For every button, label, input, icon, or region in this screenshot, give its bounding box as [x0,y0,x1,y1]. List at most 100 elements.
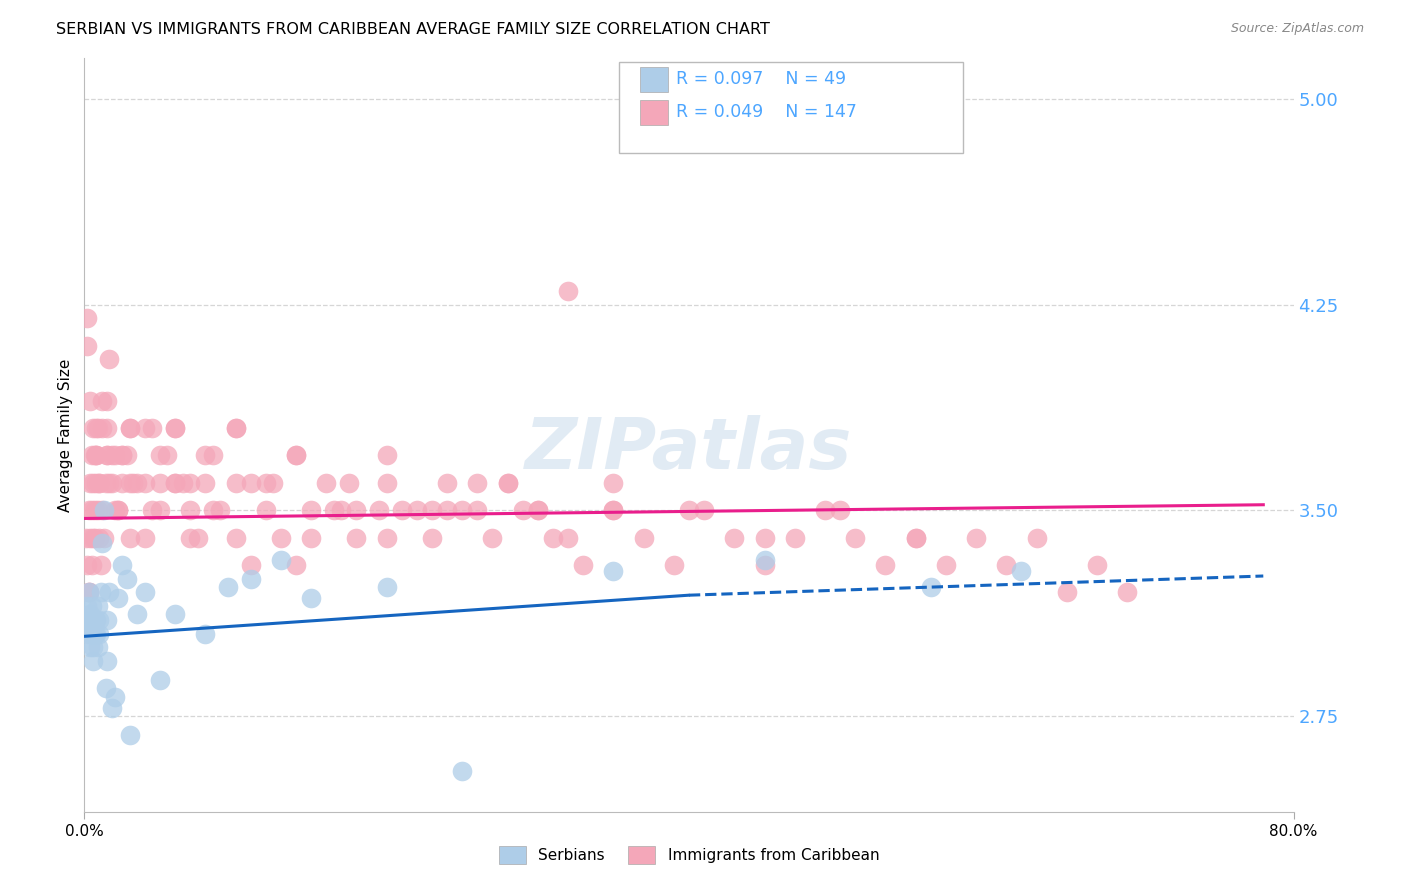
Point [141,421,163,435]
Point [127,607,149,622]
Point [270,531,292,545]
Point [165,607,187,622]
Point [662,558,685,572]
Point [1085,558,1108,572]
Point [104,449,127,463]
Point [77,585,100,599]
Point [93,503,115,517]
Point [420,503,443,517]
Point [94,681,117,696]
Point [149,475,172,490]
Point [91,536,114,550]
Point [165,475,187,490]
Point [299,503,322,517]
Point [633,531,655,545]
Point [149,673,172,688]
Point [527,503,550,517]
Point [96,449,118,463]
Point [172,475,194,490]
Legend: Serbians, Immigrants from Caribbean: Serbians, Immigrants from Caribbean [491,838,887,871]
Point [254,503,277,517]
Point [76,558,98,572]
Point [149,503,172,517]
Point [90,558,112,572]
Point [239,475,262,490]
Point [436,503,458,517]
Point [86,626,108,640]
Point [91,421,114,435]
Point [451,503,474,517]
Point [322,503,344,517]
Point [97,475,120,490]
Point [481,531,503,545]
Point [830,503,852,517]
Point [75,613,97,627]
Point [285,558,308,572]
Point [134,475,156,490]
Point [391,503,413,517]
Point [127,475,149,490]
Point [678,503,700,517]
Point [87,599,110,614]
Text: R = 0.097    N = 49: R = 0.097 N = 49 [676,70,846,88]
Point [77,585,100,599]
Point [94,475,117,490]
Point [149,449,172,463]
Point [75,531,97,545]
Point [118,421,141,435]
Point [111,475,134,490]
Point [80,599,103,614]
Point [420,531,443,545]
Point [254,475,277,490]
Point [104,690,127,704]
Point [904,531,927,545]
Point [179,503,201,517]
Point [84,626,107,640]
Point [209,503,232,517]
Point [201,449,224,463]
Point [89,475,111,490]
Point [602,503,624,517]
Point [935,558,957,572]
Point [225,531,247,545]
Point [299,531,322,545]
Point [79,640,101,655]
Point [84,449,107,463]
Point [201,503,224,517]
Point [194,449,217,463]
Point [194,626,217,640]
Point [104,503,127,517]
Point [754,552,776,566]
Point [572,558,595,572]
Point [346,503,368,517]
Point [467,475,489,490]
Point [134,421,156,435]
Point [118,728,141,742]
Y-axis label: Average Family Size: Average Family Size [58,359,73,511]
Point [82,531,104,545]
Point [270,552,292,566]
Point [96,613,118,627]
Point [165,475,187,490]
Point [436,475,458,490]
Point [217,580,239,594]
Point [76,311,98,326]
Point [187,531,209,545]
Point [82,475,104,490]
Point [89,613,111,627]
Point [141,503,163,517]
Point [80,558,103,572]
Point [107,503,129,517]
Text: R = 0.049    N = 147: R = 0.049 N = 147 [676,103,858,121]
Point [118,531,141,545]
Point [84,613,107,627]
Point [118,475,141,490]
Point [225,421,247,435]
Point [527,503,550,517]
Point [262,475,284,490]
Point [82,654,104,668]
Point [602,564,624,578]
Point [194,475,217,490]
Point [96,393,118,408]
Point [693,503,716,517]
